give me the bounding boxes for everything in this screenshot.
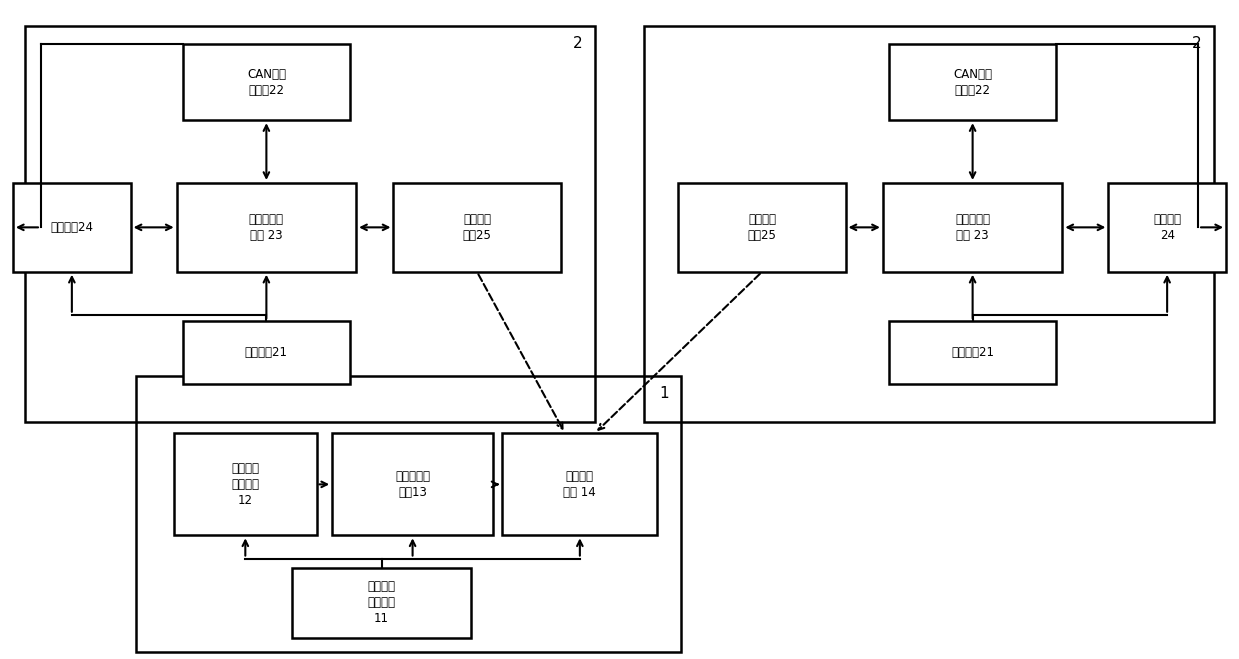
Bar bbox=[292, 568, 471, 638]
Text: 电源模块21: 电源模块21 bbox=[952, 346, 994, 359]
Text: 单片机控制
模块13: 单片机控制 模块13 bbox=[395, 470, 430, 499]
Text: 1: 1 bbox=[659, 386, 669, 401]
Bar bbox=[679, 183, 845, 272]
Text: 显示模块24: 显示模块24 bbox=[51, 221, 93, 234]
Text: 电源及其
管理模块
11: 电源及其 管理模块 11 bbox=[368, 581, 395, 625]
Bar bbox=[183, 45, 349, 120]
Bar bbox=[503, 434, 657, 535]
Text: 电源模块21: 电源模块21 bbox=[245, 346, 287, 359]
Bar bbox=[644, 26, 1214, 422]
Bar bbox=[173, 434, 317, 535]
Bar bbox=[394, 183, 560, 272]
Text: 2: 2 bbox=[1192, 36, 1202, 51]
Text: 单片机控制
模块 23: 单片机控制 模块 23 bbox=[955, 213, 990, 242]
Text: 无线通信
模块25: 无线通信 模块25 bbox=[747, 213, 777, 242]
Bar bbox=[136, 376, 681, 652]
Text: 显示模块
24: 显示模块 24 bbox=[1154, 213, 1181, 242]
Bar bbox=[25, 26, 595, 422]
Bar bbox=[14, 183, 130, 272]
Bar bbox=[177, 183, 357, 272]
Bar bbox=[183, 321, 349, 384]
Bar bbox=[1108, 183, 1225, 272]
Text: CAN信号
收发器22: CAN信号 收发器22 bbox=[247, 68, 286, 97]
Bar bbox=[890, 45, 1057, 120]
Bar bbox=[890, 321, 1057, 384]
Text: 双轴倾角
传感模块
12: 双轴倾角 传感模块 12 bbox=[232, 462, 259, 507]
Bar bbox=[882, 183, 1063, 272]
Bar bbox=[332, 434, 493, 535]
Text: CAN信号
收发器22: CAN信号 收发器22 bbox=[953, 68, 992, 97]
Text: 无线通信
模块25: 无线通信 模块25 bbox=[462, 213, 492, 242]
Text: 无线通信
模块 14: 无线通信 模块 14 bbox=[564, 470, 596, 499]
Text: 2: 2 bbox=[572, 36, 582, 51]
Text: 单片机控制
模块 23: 单片机控制 模块 23 bbox=[249, 213, 284, 242]
